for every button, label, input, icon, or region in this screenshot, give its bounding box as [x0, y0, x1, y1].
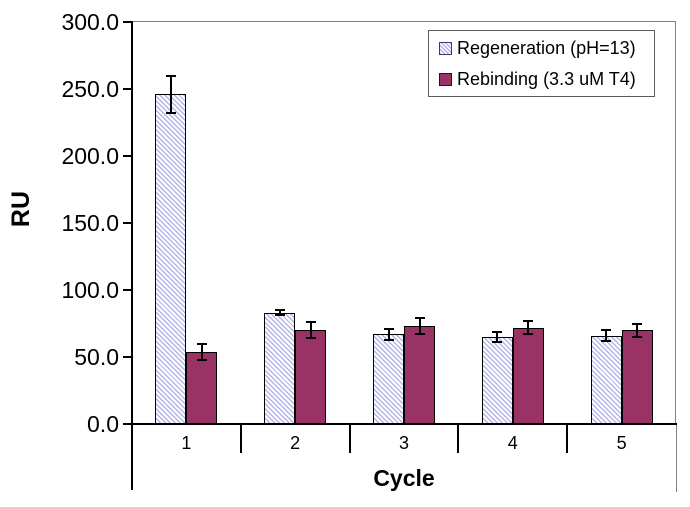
error-bar-cap-top: [383, 327, 394, 330]
x-tick-mark: [239, 424, 242, 453]
bar-rebinding-cycle-5: [621, 330, 653, 425]
x-axis-line: [131, 423, 677, 425]
error-bar-cap-bottom: [414, 333, 425, 336]
x-category-label: 5: [616, 433, 627, 453]
error-bar-cap-top: [165, 74, 176, 77]
error-bar-line: [496, 331, 499, 343]
error-bar-line: [278, 310, 281, 316]
bar-rebinding-cycle-3: [404, 326, 435, 425]
error-bar-line: [527, 320, 530, 335]
x-category-label: 4: [507, 433, 518, 453]
error-bar-cap-top: [305, 321, 316, 324]
error-bar-cap-bottom: [196, 358, 207, 361]
y-tick-mark: [123, 423, 131, 425]
error-bar-cap-bottom: [601, 339, 612, 342]
y-tick-label: 300.0: [61, 9, 119, 35]
y-tick-mark: [123, 155, 131, 157]
bar-regeneration-cycle-1: [155, 94, 187, 425]
error-bar-line: [605, 330, 608, 341]
bar-rebinding-cycle-1: [186, 351, 218, 425]
error-bar-cap-top: [414, 317, 425, 320]
x-category-label: 1: [181, 433, 192, 453]
legend-item-rebinding: Rebinding (3.3 uM T4): [439, 69, 654, 89]
error-bar-cap-top: [523, 319, 534, 322]
bar-regeneration-cycle-2: [264, 312, 296, 425]
error-bar-cap-bottom: [274, 314, 285, 317]
error-bar-line: [387, 328, 390, 340]
y-tick-mark: [123, 21, 131, 23]
error-bar-line: [200, 343, 203, 360]
x-tick-mark: [348, 424, 351, 453]
y-tick-label: 200.0: [61, 143, 119, 169]
legend-label-regeneration: Regeneration (pH=13): [457, 38, 636, 58]
error-bar-cap-bottom: [305, 337, 316, 340]
y-tick-mark: [123, 356, 131, 358]
bar-regeneration-cycle-3: [373, 334, 404, 425]
error-bar-cap-top: [492, 330, 503, 333]
y-tick-label: 50.0: [74, 344, 119, 370]
error-bar-cap-bottom: [632, 335, 643, 338]
y-tick-label: 0.0: [87, 411, 119, 437]
y-tick-mark: [123, 88, 131, 90]
error-bar-cap-top: [601, 329, 612, 332]
error-bar-line: [309, 322, 312, 339]
error-bar-line: [169, 75, 172, 114]
bar-regeneration-cycle-4: [481, 336, 513, 425]
legend: Regeneration (pH=13) Rebinding (3.3 uM T…: [428, 30, 655, 97]
error-bar-cap-top: [632, 322, 643, 325]
x-tick-mark: [457, 424, 460, 453]
error-bar-line: [418, 318, 421, 335]
legend-item-regeneration: Regeneration (pH=13): [439, 38, 654, 58]
error-bar-cap-bottom: [165, 112, 176, 115]
legend-label-rebinding: Rebinding (3.3 uM T4): [457, 69, 636, 89]
error-bar-cap-bottom: [383, 338, 394, 341]
error-bar-cap-top: [196, 342, 207, 345]
bar-regeneration-cycle-5: [590, 335, 622, 425]
x-category-label: 3: [398, 433, 409, 453]
error-bar-cap-top: [274, 309, 285, 312]
y-tick-mark: [123, 222, 131, 224]
bar-rebinding-cycle-2: [295, 330, 327, 425]
y-tick-label: 150.0: [61, 210, 119, 236]
bar-rebinding-cycle-4: [512, 327, 544, 425]
x-category-label: 2: [290, 433, 301, 453]
y-axis-title: RU: [7, 190, 35, 228]
y-tick-mark: [123, 289, 131, 291]
x-tick-mark: [566, 424, 569, 453]
y-tick-label: 100.0: [61, 277, 119, 303]
y-axis-line: [131, 21, 133, 490]
y-tick-label: 250.0: [61, 76, 119, 102]
legend-swatch-regeneration-icon: [439, 41, 452, 55]
legend-swatch-rebinding-icon: [439, 72, 452, 86]
x-axis-title: Cycle: [373, 465, 435, 491]
error-bar-cap-bottom: [523, 333, 534, 336]
error-bar-cap-bottom: [492, 341, 503, 344]
error-bar-line: [636, 323, 639, 337]
plot-right-border-extension: [676, 425, 677, 492]
